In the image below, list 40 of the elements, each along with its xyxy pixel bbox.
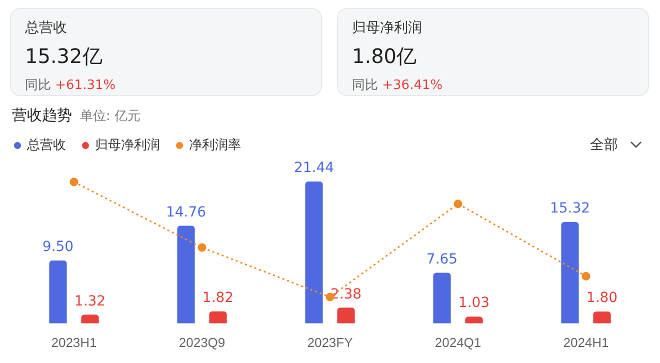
bar bbox=[337, 308, 355, 324]
chart-subtitle: 单位: 亿元 bbox=[80, 109, 141, 124]
point bbox=[454, 200, 462, 208]
x-tick-label: 2023FY bbox=[307, 334, 354, 350]
text: 总营收 bbox=[25, 19, 68, 37]
text: 归母净利润 bbox=[352, 19, 423, 37]
bar bbox=[593, 311, 611, 324]
text: 全部 bbox=[590, 136, 618, 154]
legend-label: 净利润率 bbox=[189, 137, 241, 154]
text: 1.80亿 bbox=[352, 43, 418, 70]
legend-label: 归母净利润 bbox=[95, 137, 160, 154]
x-tick-label: 2023Q9 bbox=[178, 334, 226, 350]
data-label: 14.76 bbox=[166, 204, 206, 220]
bar bbox=[305, 182, 323, 324]
data-label: 21.44 bbox=[294, 160, 334, 176]
data-label: 7.65 bbox=[426, 251, 458, 268]
x-tick-label: 2024H1 bbox=[563, 334, 609, 350]
bar bbox=[49, 260, 67, 324]
bar bbox=[209, 311, 227, 324]
bar bbox=[561, 222, 579, 324]
data-label: 1.82 bbox=[202, 290, 234, 306]
data-label: 15.32 bbox=[550, 200, 590, 217]
text: 同比 +36.41% bbox=[352, 77, 444, 94]
text: 15.32亿 bbox=[25, 43, 104, 70]
data-label: 1.03 bbox=[458, 295, 490, 312]
bar bbox=[177, 226, 195, 324]
data-label: 9.50 bbox=[42, 239, 74, 256]
bar bbox=[81, 314, 99, 324]
chart-title: 营收趋势 bbox=[12, 106, 72, 124]
x-tick-label: 2024Q1 bbox=[434, 334, 482, 350]
bar bbox=[433, 272, 451, 324]
legend-label: 总营收 bbox=[27, 137, 66, 154]
point bbox=[70, 178, 78, 186]
text: 同比 +61.31% bbox=[25, 77, 117, 94]
bar bbox=[465, 316, 483, 324]
x-tick-label: 2023H1 bbox=[51, 334, 97, 350]
point bbox=[582, 272, 590, 281]
data-label: 1.32 bbox=[74, 293, 106, 310]
point bbox=[198, 243, 206, 252]
data-label: 1.80 bbox=[586, 290, 618, 306]
